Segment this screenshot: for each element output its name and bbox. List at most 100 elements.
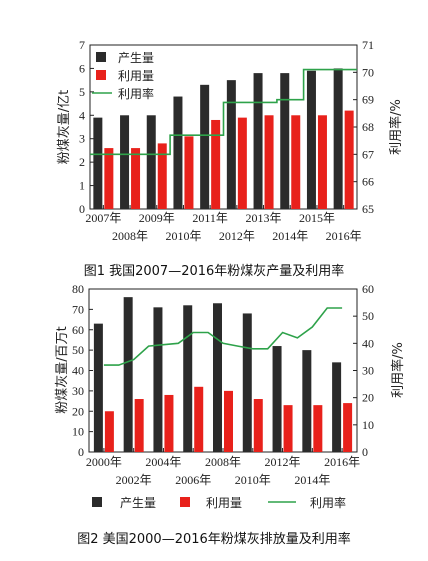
chart-2-bar-utilization [224, 390, 233, 452]
chart-2-xtick-label: 2002年 [116, 473, 152, 487]
chart-1-bar-production [120, 115, 130, 209]
chart-1-ylabel: 粉煤灰量/亿t [57, 90, 72, 164]
chart-2: 0 10 20 30 40 50 60 70 80 0 10 20 30 40 50 60 2000年 2002年… [55, 282, 406, 547]
chart-2-ytick-label: 60 [72, 323, 84, 337]
chart-2-legend-swatch-utilization [180, 497, 190, 507]
chart-2-xtick-label: 2014年 [294, 473, 330, 487]
chart-1-bar-utilization [317, 115, 327, 209]
chart-2-bar-production [93, 323, 103, 452]
chart-2-xtick-label: 2012年 [265, 455, 301, 469]
chart-1-bar-utilization [104, 148, 114, 209]
chart-1-bar-production [306, 70, 316, 210]
chart-2-bar-utilization [134, 399, 144, 452]
chart-1-xtick-label: 2009年 [139, 211, 175, 225]
chart-2-legend-label-utilization: 利用量 [206, 496, 242, 510]
chart-2-y2label: 利用率/% [390, 342, 406, 398]
chart-1-ytick-label: 3 [79, 132, 85, 146]
chart-1-bar-utilization [291, 115, 301, 209]
chart-2-xtick-label: 2016年 [324, 455, 360, 469]
chart-1-y2tick-label: 69 [362, 93, 374, 107]
chart-2-ytick-label: 80 [72, 282, 84, 296]
chart-2-y2tick-label: 10 [362, 418, 374, 432]
chart-2-ylabel: 粉煤灰量/百万t [55, 326, 70, 413]
chart-2-bar-production [153, 307, 163, 452]
chart-1-bar-utilization [211, 119, 221, 209]
chart-2-bar-utilization [164, 394, 174, 452]
chart-2-legend-label-production: 产生量 [120, 496, 156, 510]
chart-1-xtick-label: 2011年 [192, 211, 228, 225]
chart-1-y2tick-label: 68 [362, 120, 374, 134]
chart-1-y2label: 利用率/% [388, 99, 404, 155]
chart-2-bar-utilization [343, 403, 353, 452]
chart-1-line-rate [90, 68, 357, 156]
chart-2-xtick-label: 2004年 [145, 455, 181, 469]
chart-2-bar-production [302, 350, 312, 452]
chart-2-y2tick-label: 50 [362, 309, 374, 323]
chart-2-bar-production [183, 305, 193, 452]
chart-1-caption: 图1 我国2007—2016年粉煤灰产量及利用率 [84, 263, 345, 279]
chart-1-bar-production [226, 80, 236, 210]
chart-2-marks: 0 10 20 30 40 50 60 70 80 0 10 20 30 40 50 60 2000年 2002年… [72, 282, 374, 510]
chart-2-bar-utilization [104, 411, 114, 452]
chart-1-xtick-label: 2008年 [112, 229, 148, 243]
chart-1-y2tick-label: 66 [362, 175, 374, 189]
chart-2-ytick-label: 20 [72, 404, 84, 418]
chart-1-xtick-label: 2015年 [299, 211, 335, 225]
chart-1-ytick-label: 7 [79, 38, 85, 52]
chart-1-xtick-label: 2010年 [165, 229, 201, 243]
chart-1-bar-production [173, 96, 183, 209]
chart-1-bar-production [253, 73, 263, 209]
chart-2-xtick-label: 2000年 [86, 455, 122, 469]
chart-1-bar-production [333, 68, 343, 209]
chart-1-xtick-label: 2012年 [219, 229, 255, 243]
chart-1-y2tick-label: 70 [362, 65, 374, 79]
chart-1-bar-production [93, 117, 103, 209]
chart-2-caption: 图2 美国2000—2016年粉煤灰排放量及利用率 [77, 531, 351, 547]
chart-2-ytick-label: 40 [72, 364, 84, 378]
chart-2-bar-utilization [283, 405, 293, 452]
chart-1-legend-label-rate: 利用率 [118, 86, 154, 101]
chart-1-y2tick-label: 65 [362, 202, 374, 216]
chart-1: 01234567656667686970712007年2008年2009年201… [57, 38, 404, 279]
chart-2-y2tick-label: 60 [362, 282, 374, 296]
chart-2-xtick-label: 2008年 [205, 455, 241, 469]
chart-2-ytick-label: 0 [78, 445, 84, 459]
chart-1-ytick-label: 6 [79, 61, 85, 75]
chart-1-bar-production [146, 115, 156, 209]
chart-1-ytick-label: 4 [79, 108, 85, 122]
chart-1-legend-label-production: 产生量 [118, 51, 154, 65]
chart-1-xtick-label: 2013年 [246, 211, 282, 225]
chart-2-y2tick-label: 30 [362, 364, 374, 378]
chart-2-bar-utilization [194, 386, 204, 452]
chart-1-y2tick-label: 71 [362, 38, 374, 52]
chart-1-legend-label-utilization: 利用量 [118, 69, 154, 83]
chart-1-bar-utilization [184, 136, 194, 209]
chart-1-bar-utilization [237, 117, 247, 209]
chart-2-bar-production [213, 303, 222, 452]
chart-1-bar-utilization [131, 148, 141, 209]
chart-1-bar-utilization [157, 143, 167, 209]
chart-2-xtick-label: 2010年 [235, 473, 271, 487]
chart-2-legend-swatch-production [92, 497, 102, 507]
chart-2-y2tick-label: 0 [362, 445, 368, 459]
chart-1-marks: 01234567656667686970712007年2008年2009年201… [79, 38, 374, 243]
chart-1-bar-production [200, 84, 210, 209]
chart-2-xtick-label: 2006年 [175, 473, 211, 487]
chart-2-line-rate [103, 307, 343, 366]
chart-1-bar-production [280, 73, 290, 209]
chart-2-ytick-label: 70 [72, 302, 84, 316]
chart-1-xtick-label: 2007年 [85, 211, 121, 225]
chart-1-ytick-label: 0 [79, 202, 85, 216]
chart-1-xtick-label: 2016年 [326, 229, 362, 243]
chart-1-ytick-label: 2 [79, 155, 85, 169]
chart-2-ytick-label: 50 [72, 343, 84, 357]
chart-2-bar-utilization [313, 405, 323, 452]
chart-2-y2tick-label: 20 [362, 391, 374, 405]
chart-1-ytick-label: 5 [79, 85, 85, 99]
chart-2-bar-production [332, 362, 342, 452]
chart-1-ytick-label: 1 [79, 179, 85, 193]
chart-1-bar-utilization [264, 115, 274, 209]
chart-2-ytick-label: 30 [72, 384, 84, 398]
chart-2-bar-production [272, 346, 282, 452]
chart-2-y2tick-label: 40 [362, 336, 374, 350]
